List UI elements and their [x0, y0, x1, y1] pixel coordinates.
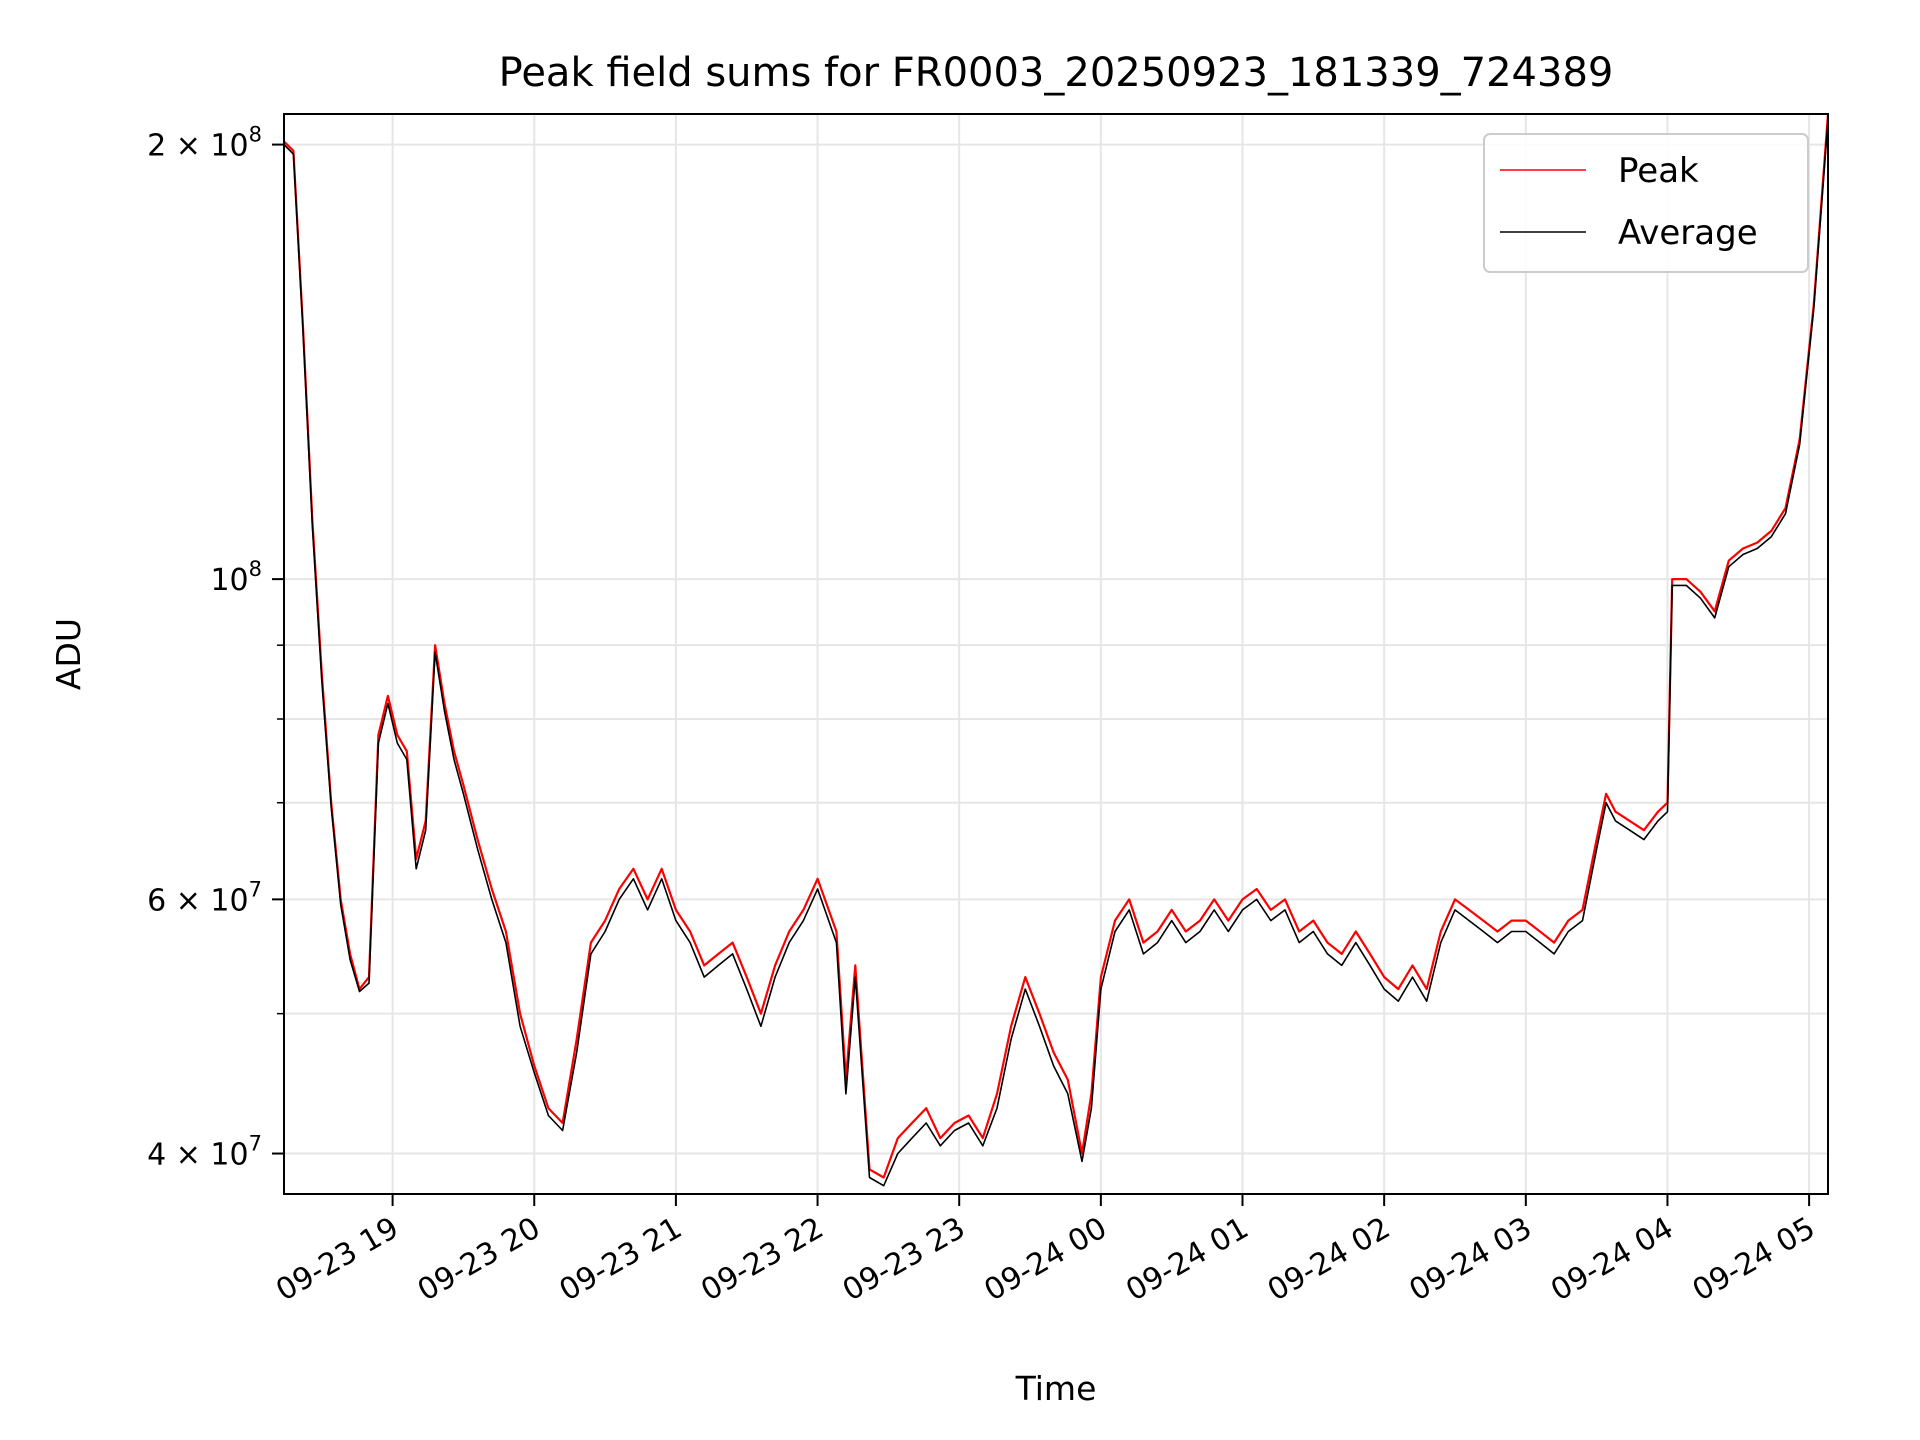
series-line-peak [283, 113, 1830, 1179]
y-tick-label: 4 × 107 [147, 1132, 262, 1173]
y-tick-label: 2 × 108 [147, 123, 262, 164]
x-axis-label: Time [1015, 1369, 1097, 1408]
series-line-average [283, 119, 1829, 1187]
legend-box [1483, 133, 1809, 273]
chart-title: Peak field sums for FR0003_20250923_1813… [499, 50, 1614, 96]
y-tick-label: 6 × 107 [147, 877, 262, 918]
plot-frame [283, 113, 1829, 1195]
legend-label-average: Average [1618, 213, 1758, 253]
series-lines [283, 113, 1830, 1187]
y-tick-label: 108 [210, 557, 262, 598]
y-axis: 4 × 107 6 × 107 108 2 × 108 [147, 123, 284, 1173]
legend: Peak Average [1483, 133, 1809, 273]
y-axis-label: ADU [49, 618, 88, 690]
grid-lines [284, 114, 1828, 1194]
legend-label-peak: Peak [1618, 151, 1699, 191]
